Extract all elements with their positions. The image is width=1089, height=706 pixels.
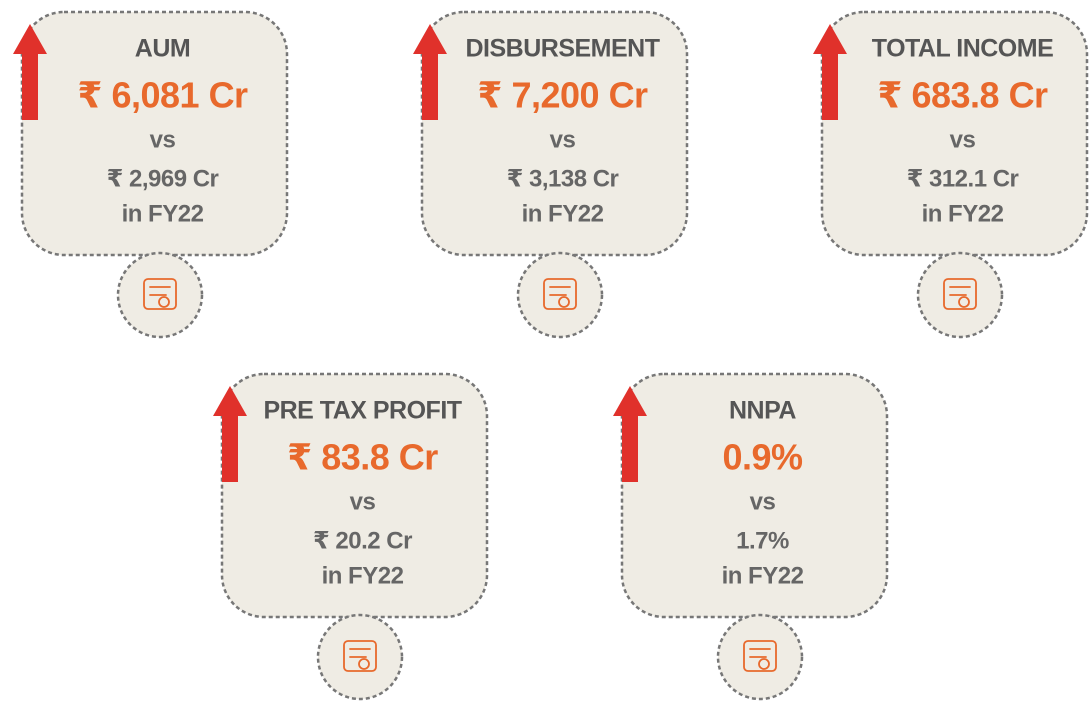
- card-value: ₹ 83.8 Cr: [287, 437, 438, 478]
- icon-shape: [758, 658, 770, 670]
- card-title: NNPA: [729, 397, 796, 425]
- card-value: ₹ 6,081 Cr: [77, 75, 248, 116]
- metric-card: AUM ₹ 6,081 Cr vs ₹ 2,969 Cr in FY22: [13, 10, 289, 339]
- card-value: 0.9%: [722, 437, 803, 478]
- card-value: ₹ 683.8 Cr: [877, 75, 1048, 116]
- icon: [343, 640, 377, 672]
- card-period: in FY22: [122, 200, 204, 227]
- metric-card: NNPA 0.9% vs 1.7% in FY22: [613, 372, 889, 701]
- icon-shape: [543, 278, 577, 310]
- metric-card: DISBURSEMENT ₹ 7,200 Cr vs ₹ 3,138 Cr in FY2…: [413, 10, 689, 339]
- up-arrow: [413, 24, 447, 120]
- card-vs: vs: [350, 488, 376, 515]
- card-period: in FY22: [522, 200, 604, 227]
- card-title: DISBURSEMENT: [465, 35, 659, 63]
- card-title: AUM: [135, 35, 190, 63]
- icon-shape: [358, 658, 370, 670]
- up-arrow: [613, 386, 647, 482]
- metric-card: TOTAL INCOME ₹ 683.8 Cr vs ₹ 312.1 Cr in FY2…: [813, 10, 1089, 339]
- icon-shape: [158, 296, 170, 308]
- card-previous: 1.7%: [736, 527, 789, 554]
- icon: [143, 278, 177, 310]
- card-title: TOTAL INCOME: [872, 35, 1054, 63]
- card-previous: ₹ 312.1 Cr: [907, 165, 1019, 192]
- card-previous: ₹ 2,969 Cr: [107, 165, 219, 192]
- icon: [743, 640, 777, 672]
- icon-shape: [343, 640, 377, 672]
- icon-shape: [143, 278, 177, 310]
- up-arrow: [213, 386, 247, 482]
- card-vs: vs: [750, 488, 776, 515]
- up-arrow: [813, 24, 847, 120]
- card-value: ₹ 7,200 Cr: [477, 75, 648, 116]
- card-vs: vs: [550, 126, 576, 153]
- icon-shape: [958, 296, 970, 308]
- card-period: in FY22: [722, 562, 804, 589]
- card-title: PRE TAX PROFIT: [263, 397, 461, 425]
- icon: [943, 278, 977, 310]
- card-period: in FY22: [922, 200, 1004, 227]
- card-vs: vs: [950, 126, 976, 153]
- icon: [543, 278, 577, 310]
- card-vs: vs: [150, 126, 176, 153]
- metric-card: PRE TAX PROFIT ₹ 83.8 Cr vs ₹ 20.2 Cr in FY2…: [213, 372, 489, 701]
- card-period: in FY22: [322, 562, 404, 589]
- icon-shape: [558, 296, 570, 308]
- card-previous: ₹ 20.2 Cr: [313, 527, 412, 554]
- card-previous: ₹ 3,138 Cr: [507, 165, 619, 192]
- icon-shape: [943, 278, 977, 310]
- up-arrow: [13, 24, 47, 120]
- icon-shape: [743, 640, 777, 672]
